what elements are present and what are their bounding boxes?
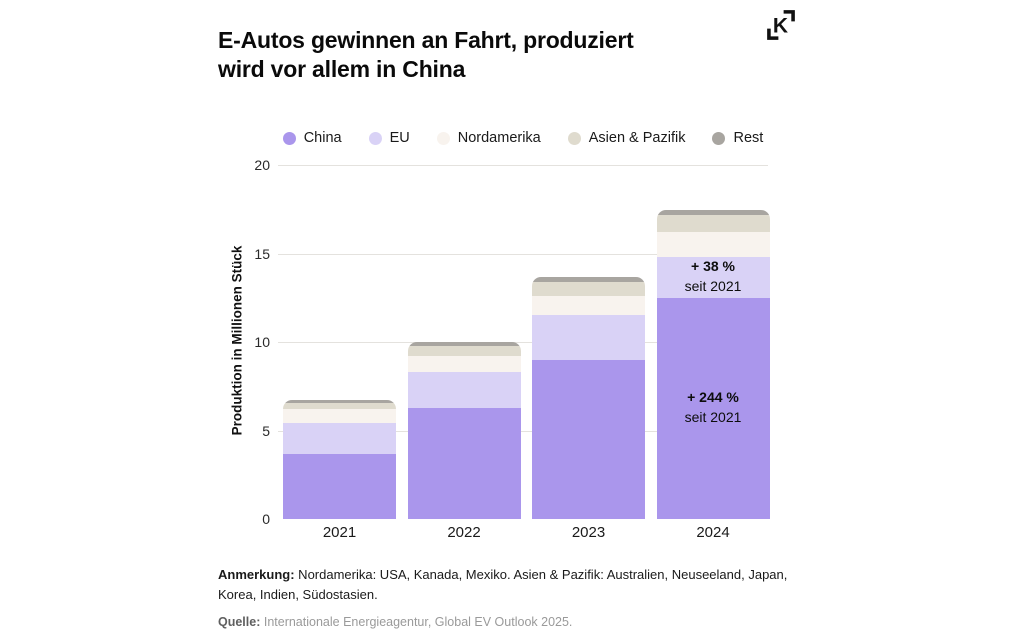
legend-label-eu: EU <box>389 130 410 146</box>
bar-2023-segment-eu <box>532 315 645 360</box>
bar-2022-segment-rest <box>407 342 521 346</box>
bar-2024-segment-asien-pazifik <box>656 214 770 233</box>
annotation-china: + 244 % seit 2021 <box>657 388 770 427</box>
source-line: Quelle: Internationale Energieagentur, G… <box>218 615 796 629</box>
legend-item-nordamerika: Nordamerika <box>436 130 541 146</box>
bar-2021-segment-asien-pazifik <box>283 403 396 410</box>
bar-2023 <box>532 277 645 519</box>
legend-label-nordamerika: Nordamerika <box>457 130 541 146</box>
x-label-2022: 2022 <box>447 524 481 541</box>
logo-bottom-left-bracket-icon <box>767 28 779 40</box>
annotation-eu-value: + 38 % <box>691 258 735 275</box>
gridline-5 <box>278 430 768 432</box>
bar-2022-segment-china <box>407 407 521 519</box>
legend-label-rest: Rest <box>733 130 764 146</box>
footnote-label: Anmerkung: <box>218 567 295 582</box>
gridline-20 <box>278 165 768 166</box>
legend-dot-asien-pazifik-icon <box>567 131 581 145</box>
bar-2024-segment-eu <box>656 257 770 298</box>
legend-label-asien-pazifik: Asien & Pazifik <box>588 130 686 146</box>
annotation-eu: + 38 % seit 2021 <box>657 257 770 296</box>
annotation-china-value: + 244 % <box>687 389 739 406</box>
y-tick-0: 0 <box>262 511 270 527</box>
x-label-2024: 2024 <box>696 524 730 541</box>
logo-letter: K <box>773 14 788 37</box>
annotation-eu-caption: seit 2021 <box>684 277 742 294</box>
bar-2023-segment-asien-pazifik <box>532 281 645 296</box>
krautreporter-logo: K <box>767 10 795 40</box>
footnote: Anmerkung: Nordamerika: USA, Kanada, Mex… <box>218 565 796 605</box>
y-tick-10: 10 <box>254 334 270 350</box>
source-text: Internationale Energieagentur, Global EV… <box>260 615 573 629</box>
source-label: Quelle: <box>218 615 261 629</box>
legend-item-china: China <box>282 130 342 146</box>
y-tick-5: 5 <box>262 422 270 439</box>
y-tick-20: 20 <box>254 157 270 173</box>
bar-2022-segment-nordamerika <box>407 356 521 373</box>
legend: China EU Nordamerika Asien & Pazifik Rest <box>268 127 778 149</box>
bar-2024-segment-china <box>656 297 770 519</box>
y-tick-15: 15 <box>254 245 270 262</box>
legend-item-asien-pazifik: Asien & Pazifik <box>567 130 686 146</box>
legend-dot-nordamerika-icon <box>436 131 450 145</box>
gridline-15 <box>278 253 768 255</box>
legend-dot-eu-icon <box>368 131 382 145</box>
legend-dot-china-icon <box>282 131 296 145</box>
x-label-2023: 2023 <box>571 524 606 541</box>
bar-2021-segment-rest <box>283 400 396 404</box>
bar-2024 <box>656 210 770 519</box>
bar-2023-segment-rest <box>532 277 645 282</box>
bar-2022 <box>407 342 521 519</box>
bar-2021-segment-nordamerika <box>283 409 396 423</box>
bar-2022-segment-eu <box>407 372 521 408</box>
legend-label-china: China <box>303 130 342 146</box>
legend-item-eu: EU <box>368 130 410 146</box>
bar-2022-segment-asien-pazifik <box>407 345 521 357</box>
bar-2021-segment-eu <box>283 422 396 454</box>
legend-dot-rest-icon <box>712 131 726 145</box>
bar-2021 <box>283 400 396 519</box>
bar-2024-segment-rest <box>656 210 770 215</box>
bar-2023-segment-nordamerika <box>532 295 645 316</box>
logo-top-right-bracket-icon <box>783 10 795 22</box>
bar-2023-segment-china <box>532 359 645 519</box>
bar-2021-segment-china <box>283 453 396 519</box>
gridline-10 <box>278 342 768 343</box>
chart-title-line-1: E-Autos gewinnen an Fahrt, produziert <box>218 27 634 53</box>
chart-title: E-Autos gewinnen an Fahrt, produziert wi… <box>218 26 778 84</box>
chart-title-line-2: wird vor allem in China <box>218 56 466 82</box>
legend-item-rest: Rest <box>712 130 763 146</box>
plot-area: + 38 % seit 2021 + 244 % seit 2021 <box>278 165 770 519</box>
bar-2024-segment-nordamerika <box>656 232 770 258</box>
x-label-2021: 2021 <box>322 524 357 541</box>
annotation-china-caption: seit 2021 <box>684 408 742 425</box>
footnote-text: Nordamerika: USA, Kanada, Mexiko. Asien … <box>218 567 788 602</box>
